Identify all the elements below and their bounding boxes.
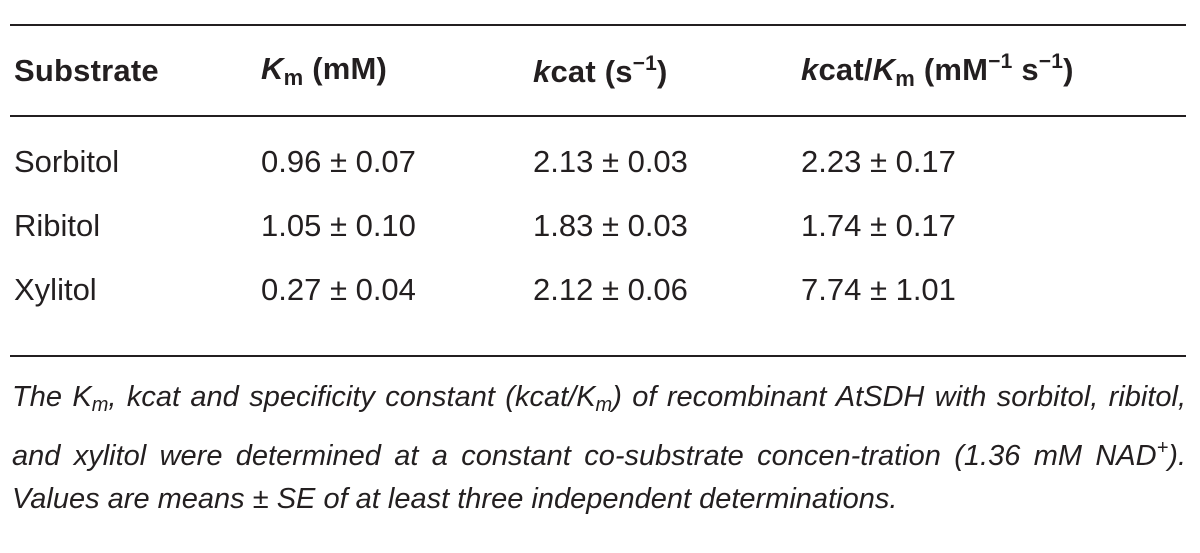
header-row: Substrate Km (mM) kcat (s−1) kcat/Km (mM… xyxy=(10,26,1186,116)
cell-kcat-km: 2.23 ± 0.17 xyxy=(801,144,956,179)
header-kcatkm-unit-close: ) xyxy=(1063,52,1074,87)
cell-kcat-km: 7.74 ± 1.01 xyxy=(801,272,956,307)
cell-kcat-km: 1.74 ± 0.17 xyxy=(801,208,956,243)
header-kcat-text: cat xyxy=(550,54,596,89)
header-km-subscript: m xyxy=(283,65,304,90)
cell-kcat: 2.12 ± 0.06 xyxy=(533,272,688,307)
cell-kcat: 1.83 ± 0.03 xyxy=(533,208,688,243)
caption-subscript-2: m xyxy=(595,394,613,416)
cell-km: 0.27 ± 0.04 xyxy=(261,272,416,307)
cell-substrate: Xylitol xyxy=(14,272,97,307)
caption-superscript: + xyxy=(1156,437,1169,459)
caption-part-4: ). Values are means ± SE of at least thr… xyxy=(12,440,1186,515)
table-row: Ribitol 1.05 ± 0.10 1.83 ± 0.03 1.74 ± 0… xyxy=(10,194,1186,258)
header-kcatkm-exp2: −1 xyxy=(1038,50,1064,73)
header-kcatkm-symbol: K xyxy=(872,52,896,87)
cell-substrate: Sorbitol xyxy=(14,144,120,179)
header-kcat: kcat (s−1) xyxy=(529,26,797,116)
header-kcat-unit-base: (s xyxy=(604,54,633,89)
table-bottom-rule xyxy=(10,355,1186,357)
header-kcatkm-subscript: m xyxy=(895,66,916,91)
header-kcat-unit-exp: −1 xyxy=(632,52,657,75)
caption-subscript-1: m xyxy=(91,394,109,416)
header-kcatkm-unit-open: (mM xyxy=(923,52,989,87)
header-kcat-km: kcat/Km (mM−1 s−1) xyxy=(797,26,1186,116)
header-kcatkm-cat: cat/ xyxy=(818,52,873,87)
header-kcat-k: k xyxy=(533,54,551,89)
header-kcatkm-exp1: −1 xyxy=(988,50,1013,73)
header-substrate-label: Substrate xyxy=(14,53,159,88)
cell-km: 0.96 ± 0.07 xyxy=(261,144,416,179)
caption-part-2: , kcat and specificity constant (kcat/K xyxy=(108,381,596,413)
header-kcat-unit-close: ) xyxy=(657,54,668,89)
table-top-rule xyxy=(10,24,1186,26)
cell-kcat: 2.13 ± 0.03 xyxy=(533,144,688,179)
header-km-unit: (mM) xyxy=(312,51,388,86)
table-caption: The Km, kcat and specificity constant (k… xyxy=(12,376,1186,521)
header-kcatkm-k: k xyxy=(801,52,819,87)
cell-substrate: Ribitol xyxy=(14,208,101,243)
table-row: Sorbitol 0.96 ± 0.07 2.13 ± 0.03 2.23 ± … xyxy=(10,116,1186,194)
header-km-symbol: K xyxy=(261,51,284,86)
header-km: Km (mM) xyxy=(257,26,529,116)
table-row: Xylitol 0.27 ± 0.04 2.12 ± 0.06 7.74 ± 1… xyxy=(10,258,1186,322)
header-separator-rule xyxy=(10,115,1186,117)
cell-km: 1.05 ± 0.10 xyxy=(261,208,416,243)
header-substrate: Substrate xyxy=(10,26,257,116)
header-kcatkm-s: s xyxy=(1012,52,1039,87)
caption-part-3: ) of recombinant AtSDH with sorbitol, ri… xyxy=(12,381,1187,472)
kinetics-table: Substrate Km (mM) kcat (s−1) kcat/Km (mM… xyxy=(10,26,1186,322)
caption-part-1: The K xyxy=(12,381,92,413)
